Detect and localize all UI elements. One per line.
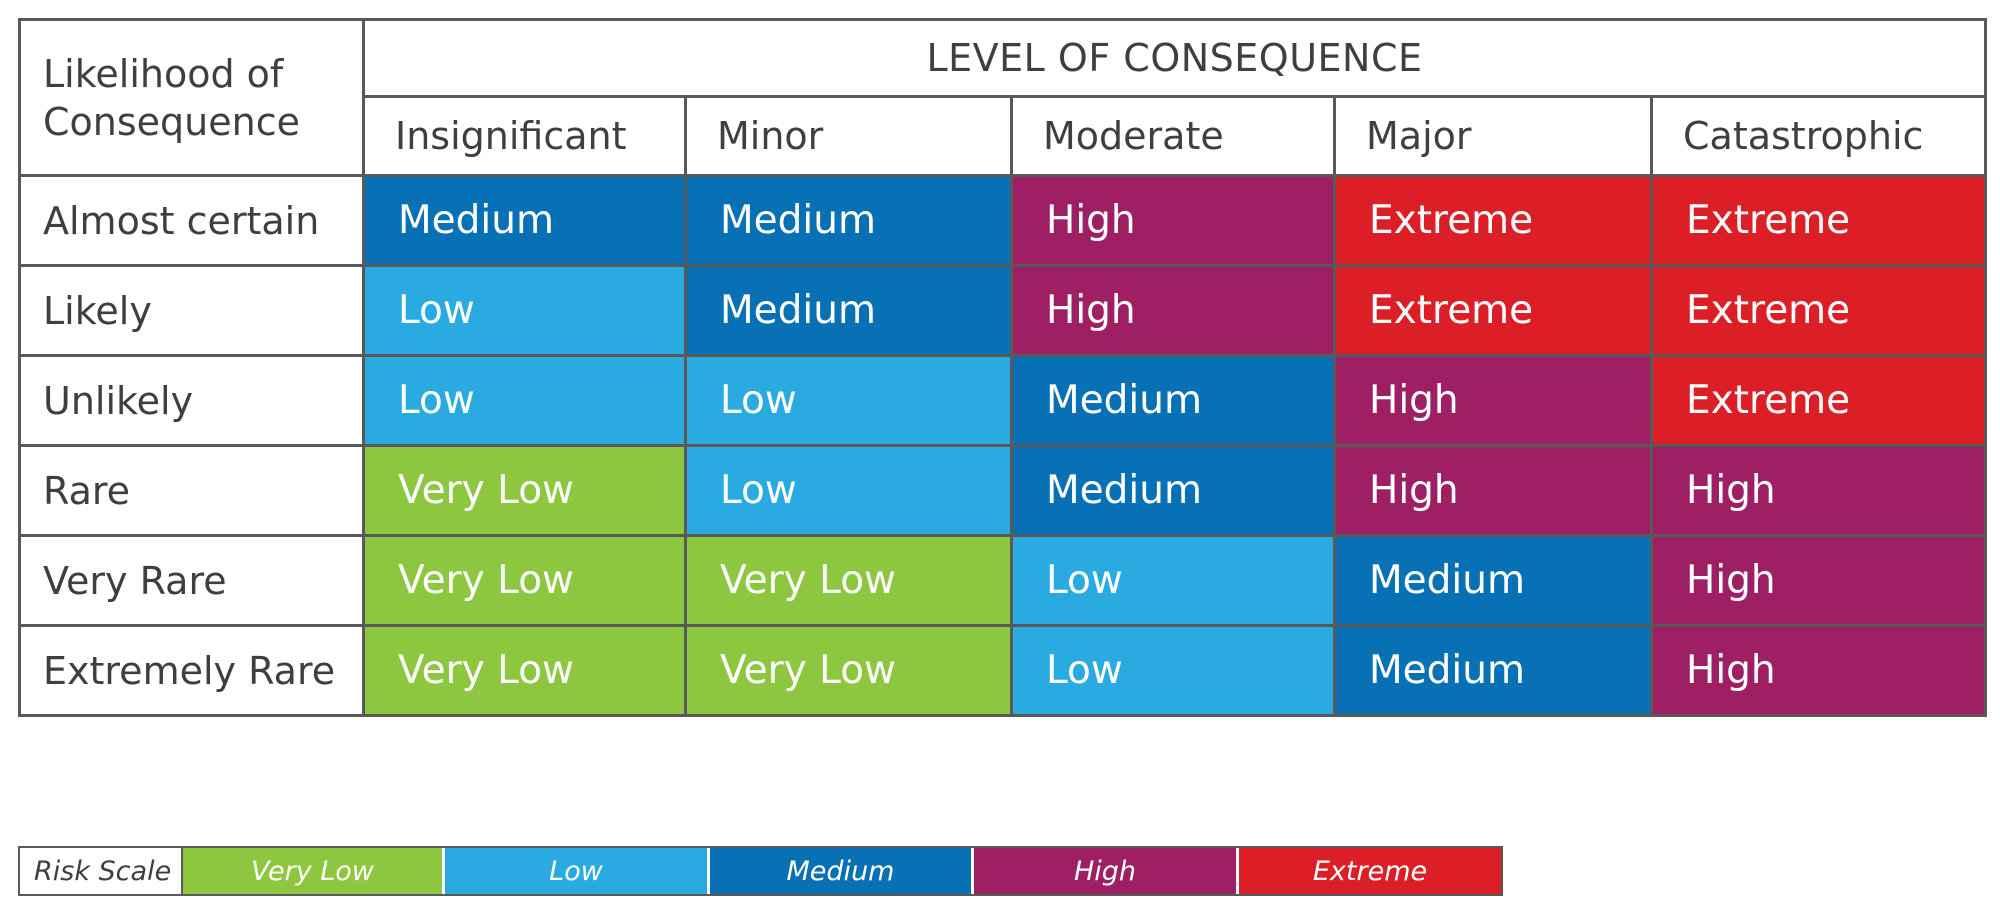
row-header: Rare bbox=[18, 444, 365, 537]
risk-cell: High bbox=[1650, 534, 1987, 627]
risk-cell: Extreme bbox=[1333, 264, 1653, 357]
risk-cell: Extreme bbox=[1650, 264, 1987, 357]
risk-cell: High bbox=[1010, 174, 1336, 267]
corner-label-line1: Likelihood of bbox=[43, 51, 284, 96]
column-header-minor: Minor bbox=[684, 95, 1013, 177]
risk-cell: Medium bbox=[362, 174, 687, 267]
risk-cell: High bbox=[1333, 444, 1653, 537]
legend-swatch-very-low: Very Low bbox=[183, 848, 445, 894]
table-row: Extremely Rare Very Low Very Low Low Med… bbox=[18, 624, 1987, 717]
risk-cell: High bbox=[1650, 624, 1987, 717]
risk-cell: Medium bbox=[1333, 624, 1653, 717]
row-header: Extremely Rare bbox=[18, 624, 365, 717]
risk-cell: High bbox=[1650, 444, 1987, 537]
legend-label: Risk Scale bbox=[20, 848, 183, 894]
row-header: Almost certain bbox=[18, 174, 365, 267]
risk-cell: Very Low bbox=[362, 444, 687, 537]
row-header: Unlikely bbox=[18, 354, 365, 447]
risk-cell: Medium bbox=[1010, 354, 1336, 447]
risk-cell: Medium bbox=[1333, 534, 1653, 627]
risk-cell: Extreme bbox=[1650, 354, 1987, 447]
risk-cell: Extreme bbox=[1333, 174, 1653, 267]
risk-cell: High bbox=[1010, 264, 1336, 357]
legend-swatch-low: Low bbox=[445, 848, 710, 894]
table-row: Likely Low Medium High Extreme Extreme bbox=[18, 264, 1987, 357]
risk-cell: Low bbox=[684, 444, 1013, 537]
risk-scale-legend: Risk Scale Very Low Low Medium High Extr… bbox=[18, 846, 1503, 896]
column-header-catastrophic: Catastrophic bbox=[1650, 95, 1987, 177]
risk-cell: Extreme bbox=[1650, 174, 1987, 267]
risk-cell: Medium bbox=[684, 174, 1013, 267]
matrix-corner-header: Likelihood of Consequence bbox=[18, 18, 365, 177]
corner-label-line2: Consequence bbox=[43, 99, 300, 144]
risk-cell: Medium bbox=[1010, 444, 1336, 537]
column-header-insignificant: Insignificant bbox=[362, 95, 687, 177]
risk-cell: Very Low bbox=[684, 624, 1013, 717]
consequence-title: LEVEL OF CONSEQUENCE bbox=[362, 18, 1987, 98]
table-row: Unlikely Low Low Medium High Extreme bbox=[18, 354, 1987, 447]
risk-cell: Medium bbox=[684, 264, 1013, 357]
risk-cell: Low bbox=[1010, 624, 1336, 717]
row-header: Very Rare bbox=[18, 534, 365, 627]
risk-cell: Very Low bbox=[362, 534, 687, 627]
table-row: Almost certain Medium Medium High Extrem… bbox=[18, 174, 1987, 267]
column-header-moderate: Moderate bbox=[1010, 95, 1336, 177]
risk-cell: Very Low bbox=[684, 534, 1013, 627]
table-row: Very Rare Very Low Very Low Low Medium H… bbox=[18, 534, 1987, 627]
column-header-major: Major bbox=[1333, 95, 1653, 177]
risk-cell: Low bbox=[362, 264, 687, 357]
legend-swatch-high: High bbox=[974, 848, 1239, 894]
row-header: Likely bbox=[18, 264, 365, 357]
table-row: Rare Very Low Low Medium High High bbox=[18, 444, 1987, 537]
risk-cell: High bbox=[1333, 354, 1653, 447]
legend-swatch-medium: Medium bbox=[710, 848, 974, 894]
risk-matrix-table: Likelihood of Consequence LEVEL OF CONSE… bbox=[18, 18, 1987, 717]
legend-swatch-extreme: Extreme bbox=[1239, 848, 1501, 894]
risk-cell: Low bbox=[1010, 534, 1336, 627]
risk-cell: Low bbox=[362, 354, 687, 447]
risk-cell: Very Low bbox=[362, 624, 687, 717]
risk-cell: Low bbox=[684, 354, 1013, 447]
